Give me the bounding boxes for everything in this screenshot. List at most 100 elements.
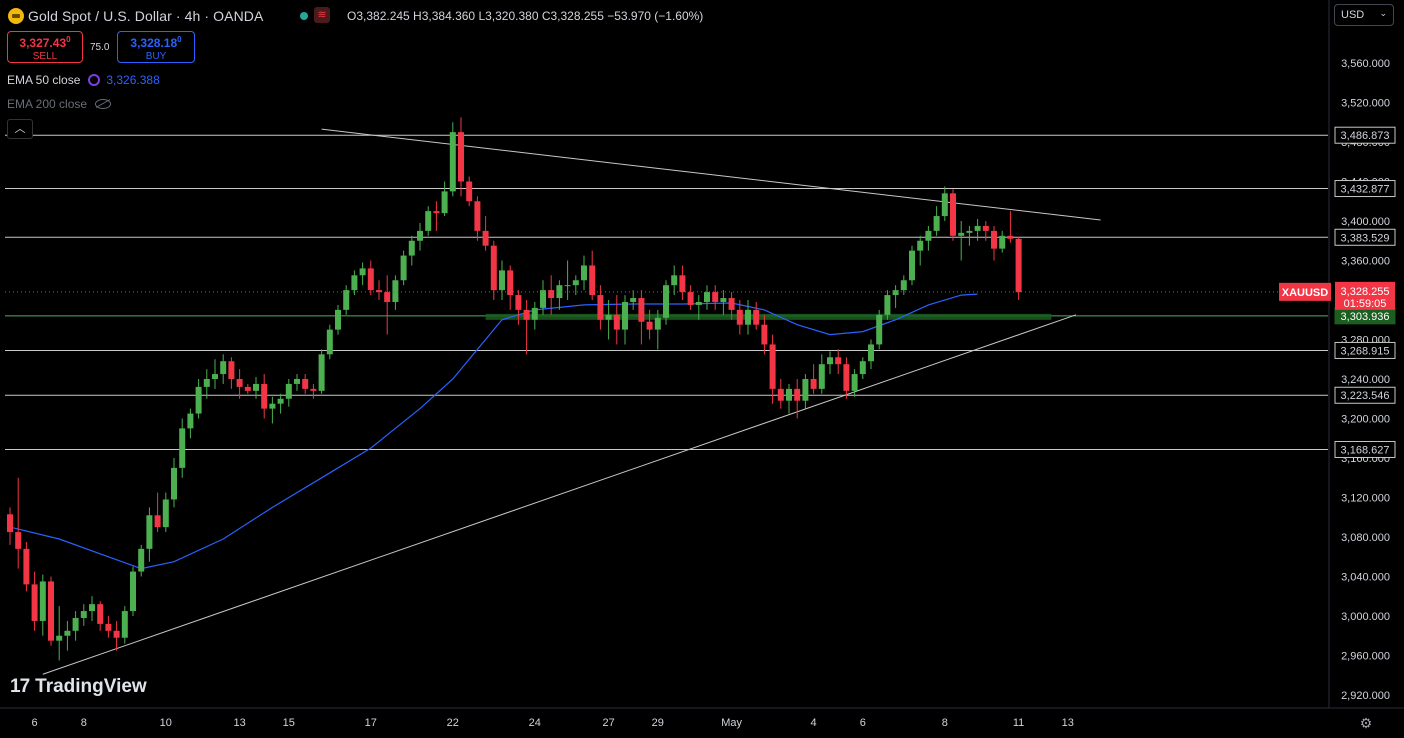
candle-body [679, 275, 686, 293]
candle-body [835, 357, 842, 365]
candle-body [23, 548, 30, 585]
candle-body [695, 301, 702, 305]
candle-body [687, 292, 694, 305]
candle-body [449, 132, 456, 192]
candle-body [261, 383, 268, 409]
candle-body [548, 290, 555, 299]
candle-body [376, 290, 382, 293]
candle-body [654, 317, 661, 330]
candle-body [171, 467, 177, 500]
candle-body [105, 623, 112, 631]
symbol-tag-box [1279, 282, 1331, 301]
x-tick-label: May [721, 717, 742, 729]
brand-name: TradingView [35, 676, 147, 697]
candle-body [786, 388, 792, 401]
candle-body [761, 324, 768, 345]
level-label-text: 3,432.877 [1341, 184, 1390, 196]
x-tick-label: 29 [652, 717, 664, 729]
candle-body [581, 265, 587, 281]
level-label-text: 3,168.627 [1341, 444, 1390, 456]
level-label-text: 3,383.529 [1341, 232, 1390, 244]
candle-body [253, 383, 259, 391]
y-tick-label: 2,960.000 [1341, 651, 1390, 663]
candle-body [515, 295, 522, 310]
candle-body [671, 275, 678, 286]
level-label-box [1334, 126, 1396, 144]
candle-body [851, 374, 858, 391]
candle-body [179, 428, 186, 468]
level-label-box [1334, 341, 1396, 359]
tv-mark-icon: 17 [10, 676, 30, 697]
buy-button[interactable]: 3,328.180 BUY [117, 31, 195, 63]
candle-body [572, 280, 579, 286]
ema200-legend[interactable]: EMA 200 close [7, 97, 112, 111]
ema50-polyline [9, 293, 978, 570]
candle-body [318, 354, 325, 391]
sell-button[interactable]: 3,327.430 SELL [7, 31, 83, 63]
candle-body [622, 301, 628, 330]
y-tick-label: 3,520.000 [1341, 98, 1390, 110]
time-axis[interactable]: 6 8 10 13 15 17 22 24 27 29 May 4 6 8 11 13 [0, 707, 1404, 729]
candle-body [146, 515, 153, 549]
y-tick-label: 3,560.000 [1341, 58, 1390, 70]
candle-body [7, 514, 13, 533]
settings-gear-icon[interactable]: ⚙ [1359, 715, 1373, 731]
candle-body [540, 290, 546, 308]
candle-body [203, 379, 210, 387]
candle-body [220, 361, 227, 375]
x-tick-label: 10 [160, 717, 172, 729]
candle-body [474, 201, 481, 231]
candle-body [991, 230, 997, 249]
candle-body [121, 611, 128, 638]
candle-body [212, 374, 218, 379]
candle-body [1007, 235, 1014, 239]
symbol-title[interactable]: Gold Spot / U.S. Dollar · 4h · OANDA [28, 8, 264, 24]
wave-icon[interactable]: ≋ [314, 7, 330, 23]
candle-body [646, 321, 653, 330]
horizontal-levels [5, 134, 1328, 450]
candle-body [794, 388, 801, 401]
level-label-box [1334, 386, 1396, 404]
level-label-box [1334, 180, 1396, 198]
ema50-value: 3,326.388 [106, 73, 160, 87]
candle-body [367, 268, 374, 291]
candle-body [408, 240, 415, 256]
candle-body [704, 292, 710, 302]
candle-body [753, 309, 760, 325]
sell-price: 3,327.43 [19, 36, 67, 50]
candle-body [187, 413, 194, 429]
x-tick-label: 22 [447, 717, 459, 729]
chevron-down-icon: ⌄ [1379, 8, 1387, 18]
y-tick-label: 3,240.000 [1341, 374, 1390, 386]
candle-body [868, 344, 874, 362]
candle-body [228, 361, 235, 379]
candle-body [859, 361, 866, 375]
y-tick-label: 2,920.000 [1341, 690, 1390, 702]
ema-settings-icon[interactable] [88, 74, 101, 86]
candle-body [384, 292, 391, 302]
current-price-text: 3,328.255 [1341, 286, 1390, 298]
candle-body [827, 357, 833, 365]
sell-label: SELL [32, 51, 58, 62]
y-tick-label: 3,400.000 [1341, 216, 1390, 228]
candlestick-series [7, 117, 1022, 661]
candle-body [130, 571, 136, 612]
candle-body [343, 290, 350, 310]
candle-body [39, 581, 46, 621]
candle-body [909, 250, 915, 281]
collapse-chevron-up-icon[interactable]: ︿ [7, 119, 33, 139]
ema50-line [9, 293, 978, 570]
ema200-label: EMA 200 close [7, 97, 88, 111]
ohlc-readout: O3,382.245 H3,384.360 L3,320.380 C3,328.… [347, 9, 704, 23]
level-label-text: 3,486.873 [1341, 130, 1390, 142]
x-tick-label: 6 [860, 717, 866, 729]
ema50-legend[interactable]: EMA 50 close 3,326.388 [7, 73, 160, 87]
candle-body [138, 548, 145, 572]
candle-body [982, 225, 989, 231]
candle-body [999, 235, 1006, 249]
currency-select[interactable]: USD ⌄ [1334, 4, 1394, 26]
candle-body [294, 379, 300, 384]
eye-hidden-icon[interactable] [95, 99, 112, 109]
x-tick-label: 11 [1013, 717, 1024, 729]
